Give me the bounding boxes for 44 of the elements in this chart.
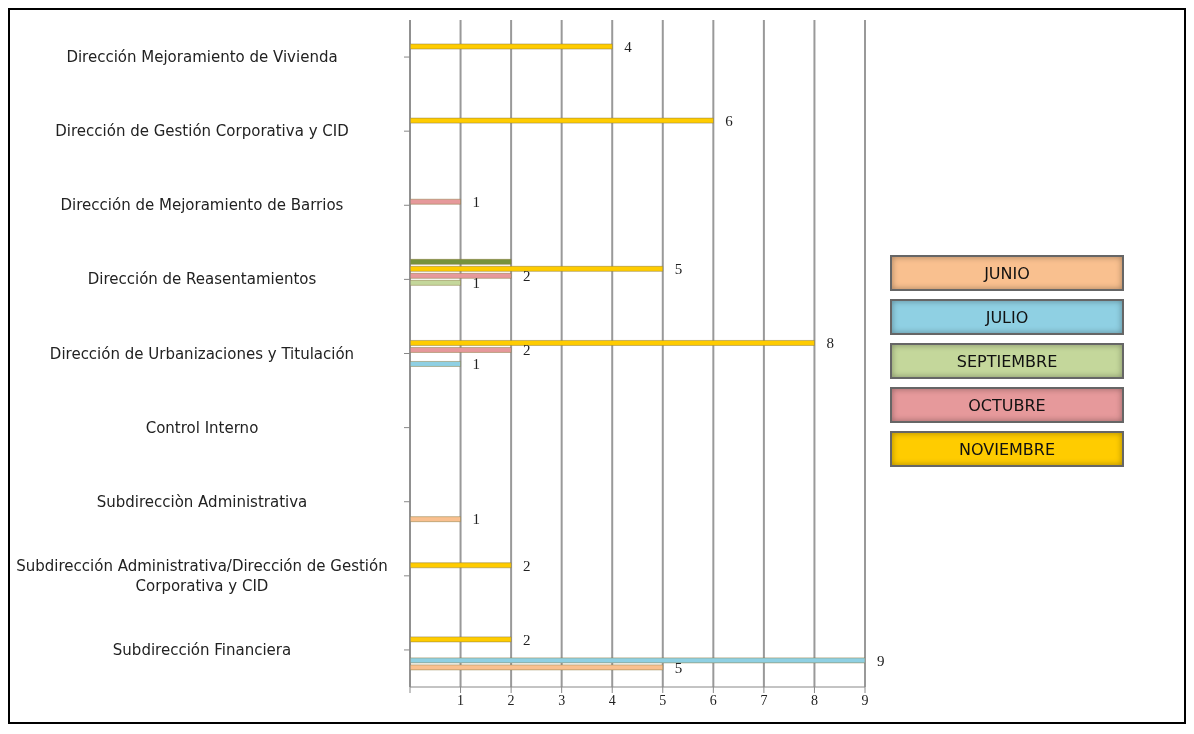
x-tick-label: 1 <box>457 692 465 708</box>
bar <box>410 516 461 522</box>
x-tick-label: 5 <box>659 692 667 708</box>
x-tick-label: 4 <box>608 692 616 708</box>
text: JUNIO <box>890 255 1124 291</box>
data-label: 8 <box>826 335 834 352</box>
bar <box>410 636 512 643</box>
x-tick-label: 9 <box>861 692 869 708</box>
x-tick-label: 6 <box>709 692 717 708</box>
data-label: 2 <box>523 268 531 285</box>
y-tick-label: Subdirecciòn Administrativa <box>96 492 308 511</box>
y-tick-label: Dirección de Urbanizaciones y Titulación <box>49 344 355 363</box>
y-tick-label: Control Interno <box>145 418 259 437</box>
y-tick-label: Subdirección Financiera <box>112 640 292 659</box>
text: JULIO <box>890 299 1124 335</box>
text: OCTUBRE <box>890 387 1124 423</box>
bar <box>410 43 613 50</box>
data-label: 2 <box>523 557 531 574</box>
bar <box>410 117 714 124</box>
bar <box>410 361 461 367</box>
text: SEPTIEMBRE <box>890 343 1124 379</box>
data-label: 9 <box>877 652 885 669</box>
y-tick-label: Dirección de Reasentamientos <box>87 270 317 289</box>
bar <box>410 198 461 205</box>
data-label: 5 <box>674 659 683 676</box>
x-tick-label: 2 <box>507 692 515 708</box>
text: NOVIEMBRE <box>890 431 1124 467</box>
data-label: 1 <box>472 194 481 211</box>
y-tick-label: Dirección Mejoramiento de Vivienda <box>66 48 338 67</box>
data-label: 1 <box>472 356 481 373</box>
data-label: 5 <box>674 261 683 278</box>
bar <box>410 562 512 569</box>
data-label: 6 <box>725 112 734 129</box>
data-label: 1 <box>472 511 481 528</box>
y-tick-label: Subdirección Administrativa/Dirección de Gestión Corporativa y CID <box>16 556 388 595</box>
y-tick-label: Dirección de Mejoramiento de Barrios <box>60 196 344 215</box>
x-tick-label: 3 <box>558 692 566 708</box>
data-label: 4 <box>624 38 633 55</box>
data-label: 1 <box>472 275 481 292</box>
x-tick-label: 7 <box>760 692 768 708</box>
x-tick-label: 8 <box>810 692 818 708</box>
data-label: 2 <box>523 342 531 359</box>
y-tick-label: Dirección de Gestión Corporativa y CID <box>55 122 349 141</box>
data-label: 2 <box>523 631 531 648</box>
